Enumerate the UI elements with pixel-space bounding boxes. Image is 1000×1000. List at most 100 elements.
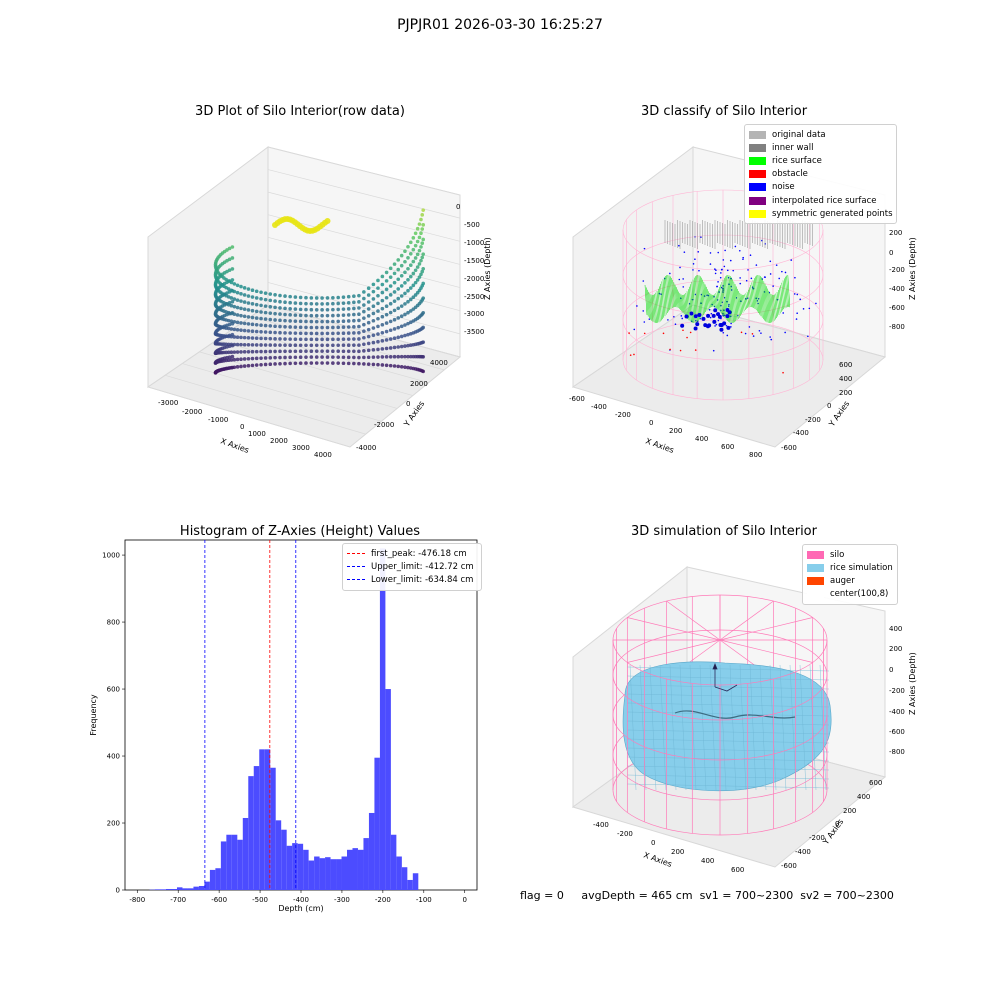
cls-point [697, 251, 700, 253]
histogram-title: Histogram of Z-Axies (Height) Values [179, 524, 421, 539]
raw-point [357, 337, 361, 341]
raw-point [352, 361, 356, 366]
legend-entry: obstacle [749, 168, 892, 181]
raw-ztick: -500 [464, 221, 480, 229]
raw-point [331, 313, 335, 318]
raw-point [408, 309, 413, 313]
cls-point [666, 275, 669, 312]
raw-point [411, 247, 416, 252]
raw-point [254, 302, 259, 307]
raw-point [392, 317, 397, 322]
cls-point [729, 259, 732, 262]
cls-point [679, 293, 683, 312]
cls-point [667, 319, 669, 321]
cls-point [777, 289, 781, 314]
sim-ztick: -600 [889, 728, 905, 736]
raw-point [408, 320, 413, 325]
cls-point [710, 294, 714, 308]
cls-point [714, 272, 717, 275]
raw-point [298, 355, 303, 359]
cls-point [653, 294, 656, 323]
raw-point [263, 297, 268, 302]
cls-point [712, 349, 715, 352]
raw-point [246, 336, 251, 340]
raw-point [392, 364, 397, 368]
cls-point [649, 293, 653, 321]
raw-point [399, 294, 404, 298]
cls-point [734, 245, 737, 248]
histogram-bar [407, 879, 413, 890]
cls-point [696, 275, 699, 321]
cls-point [668, 275, 672, 309]
raw-point [320, 308, 324, 312]
histogram-bar [259, 749, 265, 890]
sim-ytick: 600 [869, 779, 882, 787]
raw-point [242, 364, 247, 368]
raw-point [341, 325, 346, 330]
raw-point [263, 349, 268, 354]
sim-ytick: 400 [857, 793, 870, 801]
raw-point [259, 297, 263, 301]
cls-point [645, 287, 649, 317]
cls-point [692, 263, 695, 265]
cls-point [770, 293, 774, 322]
histogram-bar [341, 856, 348, 890]
cls-point [680, 315, 683, 317]
raw-point [396, 354, 401, 359]
raw-point [392, 345, 397, 350]
raw-xlabel: X Axies [219, 436, 250, 455]
raw-ztick: -2000 [464, 275, 484, 283]
raw-point [352, 312, 356, 317]
legend-entry: symmetric generated points [749, 207, 893, 220]
cls-point [717, 319, 720, 322]
cls-point [782, 371, 784, 374]
raw-point [309, 296, 314, 300]
cls-point [726, 334, 729, 337]
raw-point [304, 337, 308, 342]
raw-point [314, 343, 319, 348]
raw-ytick: 0 [406, 400, 410, 408]
raw-point [229, 327, 234, 331]
cls-point [681, 317, 684, 320]
cls-point [678, 291, 681, 310]
raw-point [250, 308, 255, 313]
sim-xtick: 200 [671, 848, 684, 856]
raw-point [380, 314, 385, 319]
cls-point [769, 336, 771, 338]
raw-point [408, 343, 413, 347]
raw-zlabel: Z Axies (Depth) [483, 237, 492, 300]
raw-point [417, 262, 422, 266]
raw-point [403, 291, 407, 296]
raw-point [396, 316, 401, 320]
cls-point [715, 323, 718, 326]
raw-point [376, 339, 380, 344]
cls-point [682, 278, 684, 280]
raw-point [331, 337, 335, 342]
raw-point [293, 301, 298, 305]
cls-point [716, 312, 721, 317]
raw-point [346, 355, 351, 360]
raw-point [232, 297, 237, 301]
raw-point [273, 324, 277, 329]
histogram-bar [231, 834, 238, 890]
raw-point [336, 355, 340, 359]
cls-point [763, 281, 767, 322]
raw-plot-title: 3D Plot of Silo Interior(row data) [195, 104, 405, 119]
cls-point [760, 332, 762, 334]
raw-point [403, 365, 407, 369]
raw-point [298, 325, 303, 330]
raw-point [352, 349, 356, 354]
raw-point [406, 354, 410, 359]
raw-point [419, 245, 423, 249]
cls-point [739, 292, 743, 315]
raw-point [403, 354, 407, 359]
histogram-bar [390, 834, 397, 890]
cls-point [769, 273, 772, 275]
raw-point [336, 361, 340, 365]
raw-point [283, 331, 287, 335]
cls-point [659, 286, 662, 321]
cls-point [642, 280, 645, 282]
cls-point [755, 276, 758, 312]
raw-point [346, 319, 351, 323]
raw-point [413, 268, 418, 273]
